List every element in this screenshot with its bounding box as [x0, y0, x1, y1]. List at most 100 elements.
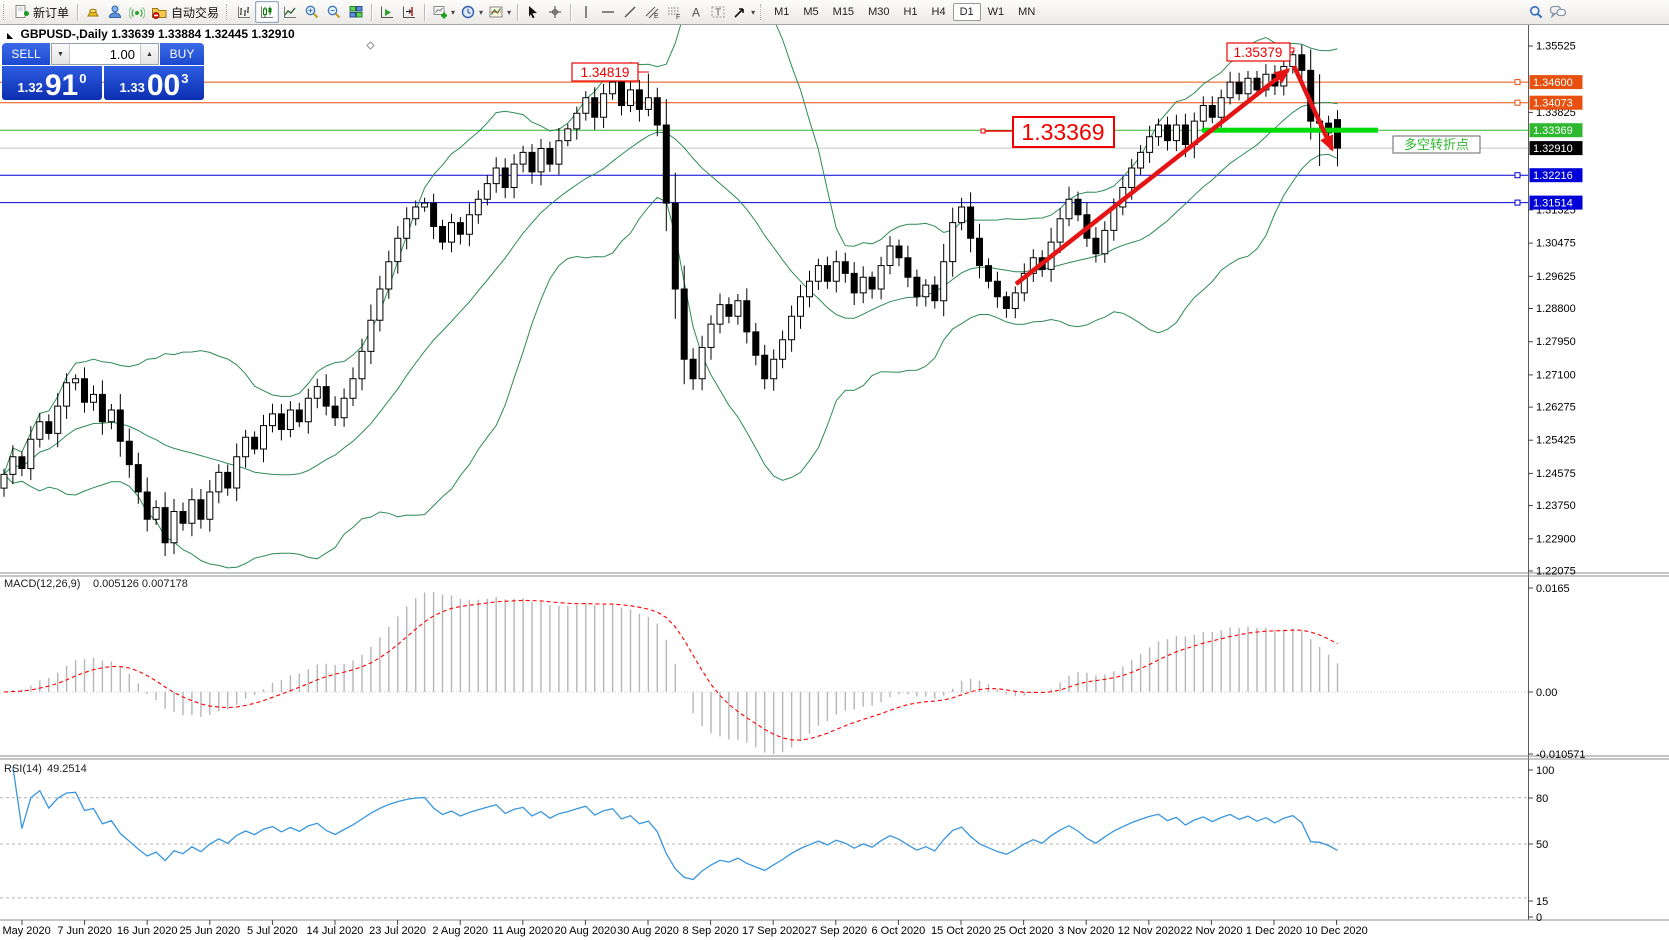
svg-text:20 Aug 2020: 20 Aug 2020 — [555, 925, 617, 937]
sell-price-big: 91 — [44, 69, 79, 102]
timeframe-button-M5[interactable]: M5 — [803, 6, 819, 18]
svg-text:50: 50 — [1536, 839, 1548, 851]
svg-text:1.33825: 1.33825 — [1536, 107, 1576, 119]
account-icon[interactable] — [104, 2, 126, 22]
annotation-high-1.34819[interactable]: 1.34819 — [571, 62, 649, 82]
svg-text:1.33369: 1.33369 — [1021, 119, 1104, 145]
trend-arrows[interactable] — [1014, 65, 1378, 286]
text-button[interactable]: A — [685, 2, 707, 22]
horizontal-line-button[interactable] — [597, 2, 619, 22]
svg-text:14 Jul 2020: 14 Jul 2020 — [307, 925, 364, 937]
crosshair-button[interactable] — [544, 2, 566, 22]
toolbar-grip — [3, 4, 7, 20]
svg-text:1 Dec 2020: 1 Dec 2020 — [1246, 925, 1302, 937]
line-chart-button[interactable] — [279, 2, 301, 22]
buy-price-small: 1.33 — [119, 80, 145, 95]
buy-price-big: 00 — [146, 69, 181, 102]
price-axis[interactable]: 1.355251.338251.313251.304751.296251.288… — [0, 24, 1669, 940]
annotation-high-1.35379[interactable]: 1.35379 — [1226, 42, 1295, 62]
auto-scroll-button[interactable] — [376, 2, 398, 22]
zoom-in-button[interactable] — [301, 2, 323, 22]
new-order-button[interactable] — [10, 2, 32, 22]
chevron-down-icon[interactable]: ▾ — [751, 7, 756, 17]
ohlc-values: 1.33639 1.33884 1.32445 1.32910 — [111, 27, 295, 41]
svg-text:30 Aug 2020: 30 Aug 2020 — [617, 925, 679, 937]
chevron-down-icon[interactable]: ▾ — [479, 7, 484, 17]
svg-text:1.27950: 1.27950 — [1536, 336, 1576, 348]
candlestick-series — [0, 44, 1341, 556]
svg-text:0.00: 0.00 — [1536, 687, 1557, 699]
timeframe-button-H4[interactable]: H4 — [931, 6, 946, 18]
timeframe-group: M1 M5 M15 M30 H1 H4 D1 W1 MN — [767, 3, 1042, 21]
macd-label: MACD(12,26,9) — [4, 578, 80, 590]
svg-text:5 Jul 2020: 5 Jul 2020 — [247, 925, 298, 937]
svg-text:27 Sep 2020: 27 Sep 2020 — [805, 925, 867, 937]
timeframe-button-W1[interactable]: W1 — [987, 6, 1005, 18]
candlestick-chart-button[interactable] — [255, 1, 280, 23]
rsi-label: RSI(14) — [4, 763, 42, 775]
annotations[interactable]: 1.34819 1.33369 1.35379 多空转折点 — [571, 42, 1481, 154]
annotation-turning-point[interactable]: 多空转折点 — [1392, 135, 1481, 154]
search-icon[interactable] — [1525, 2, 1547, 22]
arrows-dropdown[interactable] — [729, 2, 751, 22]
svg-text:12 Nov 2020: 12 Nov 2020 — [1118, 925, 1180, 937]
timeframe-button-MN[interactable]: MN — [1018, 6, 1036, 18]
chevron-down-icon[interactable]: ▾ — [451, 7, 456, 17]
chevron-down-icon[interactable]: ▾ — [507, 7, 512, 17]
svg-text:1.22900: 1.22900 — [1536, 533, 1576, 545]
timeframe-button-M1[interactable]: M1 — [774, 6, 790, 18]
trendline-button[interactable] — [619, 2, 641, 22]
volume-decrease-button[interactable]: ▼ — [52, 44, 70, 64]
tile-windows-button[interactable] — [345, 2, 367, 22]
level-lines[interactable] — [0, 79, 1528, 206]
signal-icon[interactable] — [126, 2, 148, 22]
chat-icon[interactable] — [1547, 2, 1569, 22]
svg-text:F: F — [676, 14, 680, 20]
svg-text:8 May 2020: 8 May 2020 — [0, 925, 51, 937]
timeframe-button-M15[interactable]: M15 — [832, 6, 855, 18]
new-chart-dropdown[interactable] — [429, 2, 451, 22]
svg-text:1.31514: 1.31514 — [1533, 198, 1573, 210]
text-label-button[interactable]: T — [707, 2, 729, 22]
svg-text:1.34600: 1.34600 — [1533, 77, 1573, 89]
sell-price-sup: 0 — [79, 71, 87, 86]
auto-trading-icon[interactable] — [148, 2, 170, 22]
sell-button[interactable]: SELL — [2, 43, 50, 65]
volume-increase-button[interactable]: ▲ — [140, 44, 158, 64]
timeframe-button-M30[interactable]: M30 — [868, 6, 890, 18]
annotation-level-1.33369[interactable]: 1.33369 — [980, 116, 1115, 148]
buy-price-display[interactable]: 1.33 00 3 — [104, 66, 204, 102]
svg-text:多空转折点: 多空转折点 — [1404, 137, 1469, 152]
svg-text:100: 100 — [1536, 765, 1554, 777]
macd-values: 0.005126 0.007178 — [93, 578, 188, 590]
auto-trading-label[interactable]: 自动交易 — [171, 5, 220, 20]
chart-shift-button[interactable] — [398, 2, 420, 22]
volume-input[interactable] — [70, 44, 140, 64]
indicators-template-dropdown[interactable] — [485, 2, 507, 22]
svg-text:T: T — [715, 8, 721, 19]
timeframe-button-H1[interactable]: H1 — [903, 6, 918, 18]
svg-text:1.32216: 1.32216 — [1533, 170, 1573, 182]
bar-chart-button[interactable] — [233, 2, 255, 22]
new-order-label[interactable]: 新订单 — [33, 5, 70, 20]
gold-ingot-icon[interactable] — [82, 2, 104, 22]
zoom-out-button[interactable] — [323, 2, 345, 22]
sell-price-small: 1.32 — [17, 80, 43, 95]
svg-text:7 Jun 2020: 7 Jun 2020 — [57, 925, 111, 937]
fibonacci-button[interactable]: F — [663, 2, 685, 22]
svg-text:1.24575: 1.24575 — [1536, 468, 1576, 480]
svg-text:1.27100: 1.27100 — [1536, 369, 1576, 381]
buy-button[interactable]: BUY — [160, 43, 204, 65]
cursor-button[interactable] — [522, 2, 544, 22]
equidistant-channel-button[interactable]: E — [641, 2, 663, 22]
vertical-line-button[interactable] — [575, 2, 597, 22]
timeframe-clock-dropdown[interactable] — [457, 2, 479, 22]
sell-price-display[interactable]: 1.32 91 0 — [2, 66, 102, 102]
toolbar-grip — [760, 4, 764, 20]
svg-text:16 Jun 2020: 16 Jun 2020 — [117, 925, 178, 937]
svg-text:8 Sep 2020: 8 Sep 2020 — [682, 925, 738, 937]
svg-text:1.32910: 1.32910 — [1533, 143, 1573, 155]
timeframe-button-D1[interactable]: D1 — [952, 3, 981, 21]
